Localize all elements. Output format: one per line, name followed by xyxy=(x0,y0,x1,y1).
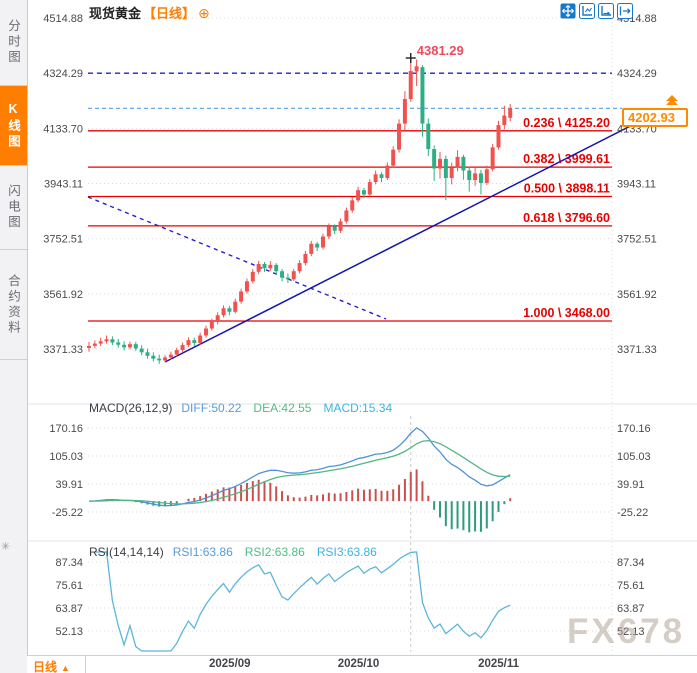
svg-text:105.03: 105.03 xyxy=(49,451,83,463)
sidebar-tab-time-chart[interactable]: 分时图 xyxy=(0,0,27,86)
rsi3-value: RSI3:63.86 xyxy=(316,545,377,559)
svg-text:39.91: 39.91 xyxy=(55,479,83,491)
candlesticks xyxy=(87,56,513,364)
macd-title: MACD(26,12,9) xyxy=(89,401,173,415)
x-axis-label: 2025/10 xyxy=(337,658,380,670)
macd-histogram xyxy=(93,469,512,533)
crosshair xyxy=(405,53,416,652)
svg-text:1.000 \ 3468.00: 1.000 \ 3468.00 xyxy=(523,306,610,320)
svg-text:0.618 \ 3796.60: 0.618 \ 3796.60 xyxy=(523,211,610,225)
move-crosshair-icon[interactable] xyxy=(560,3,576,19)
svg-text:75.61: 75.61 xyxy=(617,580,645,592)
svg-text:63.87: 63.87 xyxy=(617,603,645,615)
macd-header: MACD(26,12,9) DIFF:50.22 DEA:42.55 MACD:15.… xyxy=(89,401,392,415)
svg-text:3561.92: 3561.92 xyxy=(43,289,83,301)
period-badge: 【日线】 xyxy=(143,6,196,21)
chart-toolbar xyxy=(560,3,633,19)
svg-text:3752.51: 3752.51 xyxy=(617,234,657,246)
current-price-tag: 4202.93 xyxy=(622,108,688,128)
drawn-lines[interactable] xyxy=(87,72,663,363)
svg-text:-25.22: -25.22 xyxy=(617,507,648,519)
svg-text:3561.92: 3561.92 xyxy=(617,289,657,301)
rsi-header: RSI(14,14,14) RSI1:63.86 RSI2:63.86 RSI3:63… xyxy=(89,545,377,559)
rsi2-value: RSI2:63.86 xyxy=(244,545,305,559)
divider xyxy=(85,656,86,673)
svg-text:3371.33: 3371.33 xyxy=(43,344,83,356)
sidebar-tab-lightning-chart[interactable]: 闪电图 xyxy=(0,166,27,250)
macd-diff-value: DIFF:50.22 xyxy=(181,401,242,415)
fit-y-axis-icon[interactable] xyxy=(579,3,595,19)
svg-text:52.13: 52.13 xyxy=(617,626,645,638)
svg-text:63.87: 63.87 xyxy=(55,603,83,615)
svg-text:3943.11: 3943.11 xyxy=(617,178,656,190)
svg-text:105.03: 105.03 xyxy=(617,451,651,463)
triangle-up-icon: ▲ xyxy=(61,663,70,673)
period-selector-button[interactable]: 日线 ▲ xyxy=(33,660,70,673)
svg-text:-25.22: -25.22 xyxy=(52,507,83,519)
macd-lines xyxy=(88,427,511,507)
macd-macd-value: MACD:15.34 xyxy=(323,401,393,415)
fibonacci-levels: 0.236 \ 4125.200.382 \ 3999.610.500 \ 38… xyxy=(88,116,612,322)
fit-x-axis-icon[interactable] xyxy=(598,3,614,19)
macd-dea-value: DEA:42.55 xyxy=(253,401,312,415)
svg-text:170.16: 170.16 xyxy=(617,423,651,435)
svg-text:0.500 \ 3898.11: 0.500 \ 3898.11 xyxy=(524,182,610,196)
svg-text:3943.11: 3943.11 xyxy=(44,178,83,190)
svg-text:3371.33: 3371.33 xyxy=(617,344,657,356)
svg-text:4324.29: 4324.29 xyxy=(617,68,657,80)
chart-header: 现货黄金 【日线】 ⊕ xyxy=(89,3,210,22)
svg-text:0.236 \ 4125.20: 0.236 \ 4125.20 xyxy=(523,116,610,130)
rsi-title: RSI(14,14,14) xyxy=(89,545,164,559)
chart-type-sidebar: 分时图 K线图 闪电图 合约资料 xyxy=(0,0,28,673)
svg-text:87.34: 87.34 xyxy=(617,557,645,569)
rsi1-value: RSI1:63.86 xyxy=(172,545,233,559)
svg-text:87.34: 87.34 xyxy=(55,557,83,569)
add-indicator-icon[interactable]: ⊕ xyxy=(198,5,210,21)
indicator-settings-icon[interactable]: ✳ xyxy=(1,541,11,553)
symbol-title: 现货黄金 xyxy=(89,6,142,21)
svg-text:170.16: 170.16 xyxy=(49,423,83,435)
svg-text:39.91: 39.91 xyxy=(617,479,645,491)
svg-text:75.61: 75.61 xyxy=(55,580,83,592)
svg-text:4133.70: 4133.70 xyxy=(43,123,83,135)
rsi-line xyxy=(94,551,511,652)
svg-text:4324.29: 4324.29 xyxy=(43,68,83,80)
x-axis-bar: 日线 ▲ 2025/09 2025/10 2025/11 xyxy=(27,655,697,673)
svg-text:4514.88: 4514.88 xyxy=(43,13,83,25)
watermark: FX678 xyxy=(567,612,686,651)
x-axis-label: 2025/09 xyxy=(209,658,251,670)
sidebar-tab-contract-info[interactable]: 合约资料 xyxy=(0,250,27,360)
go-latest-icon[interactable] xyxy=(617,3,633,19)
svg-text:3752.51: 3752.51 xyxy=(43,234,83,246)
svg-text:52.13: 52.13 xyxy=(55,626,83,638)
peak-price-annotation: 4381.29 xyxy=(416,42,464,58)
sidebar-tab-candle-chart[interactable]: K线图 xyxy=(0,86,27,166)
x-axis-label: 2025/11 xyxy=(478,658,520,670)
